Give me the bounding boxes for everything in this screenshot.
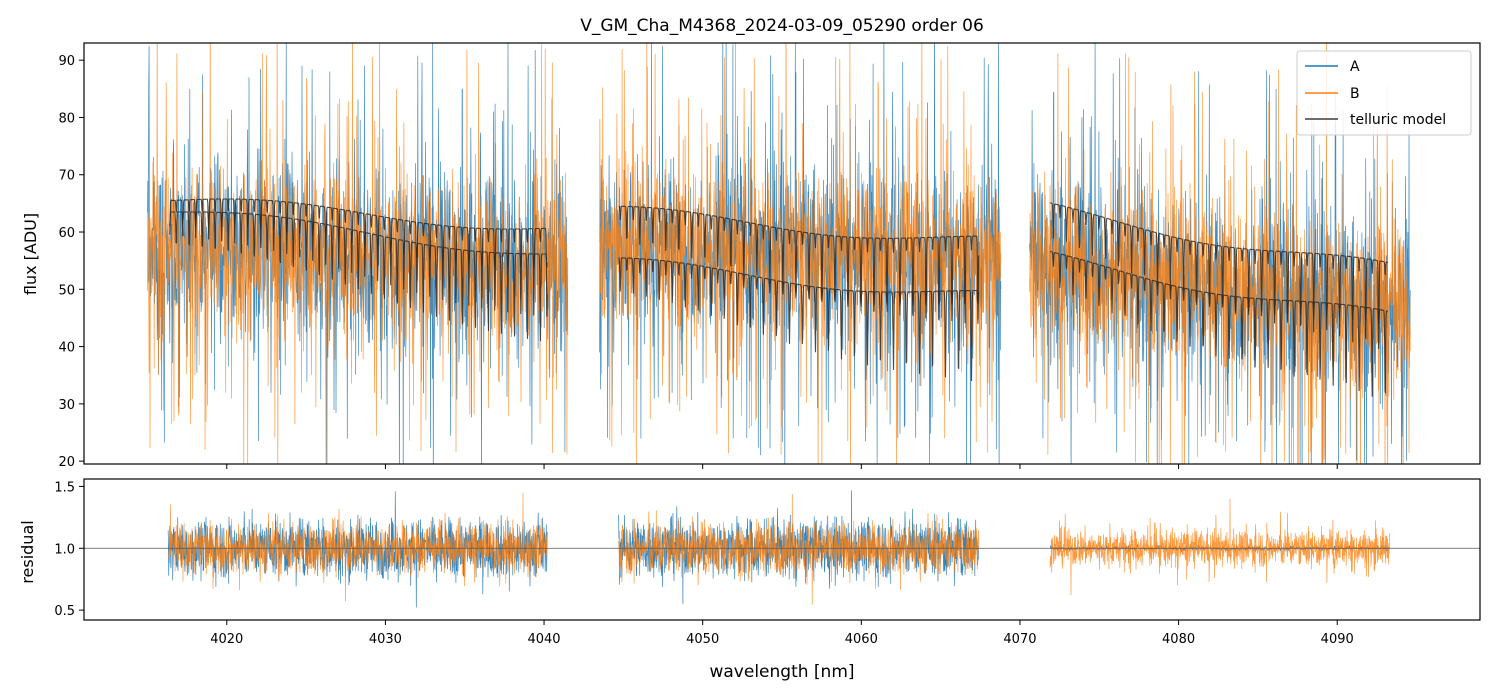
top-ytick-label: 80: [58, 111, 75, 126]
telluric-model-lower-segment-3: [1049, 250, 1388, 397]
chart-title: V_GM_Cha_M4368_2024-03-09_05290 order 06: [580, 16, 984, 36]
top-panel-axes: 20 30 40 50 60 70 80 90: [58, 54, 1338, 470]
top-ytick-label: 60: [58, 226, 75, 241]
top-ylabel: flux [ADU]: [21, 213, 40, 295]
top-ytick-label: 90: [58, 54, 75, 69]
top-ytick-label: 50: [58, 283, 75, 298]
top-panel-frame: [83, 42, 1481, 465]
telluric-model-upper-segment-2: [618, 205, 980, 324]
telluric-model-lower-segment-2: [618, 257, 980, 382]
top-panel-data: [147, 43, 1411, 464]
bottom-panel-frame: [83, 478, 1481, 621]
top-ytick-label: 40: [58, 341, 75, 356]
legend-box: [1296, 50, 1472, 136]
legend-label-telluric: telluric model: [1350, 112, 1446, 128]
bottom-ytick-label: 1.5: [54, 480, 75, 495]
bottom-panel-axes: 0.5 1.0 1.5 4020 4030 4040 4050 4060 4070 4080 409…: [54, 480, 1353, 647]
legend-label-a: A: [1350, 59, 1360, 75]
bottom-ylabel: residual: [18, 520, 37, 583]
bottom-xtick-label: 4070: [1003, 632, 1036, 647]
bottom-xtick-label: 4080: [1162, 632, 1195, 647]
telluric-model-upper-segment-3: [1050, 202, 1389, 350]
top-ytick-label: 70: [58, 169, 75, 184]
top-ytick-label: 30: [58, 398, 75, 413]
top-ytick-label: 20: [58, 455, 75, 470]
telluric-model-lower-segment-1: [169, 211, 548, 342]
residual-b-segment-1: [167, 492, 548, 602]
bottom-xtick-label: 4030: [369, 632, 402, 647]
residual-b-segment-2: [618, 493, 980, 605]
bottom-ytick-label: 1.0: [54, 542, 75, 557]
bottom-xtick-label: 4050: [686, 632, 719, 647]
bottom-xtick-label: 4040: [527, 632, 560, 647]
legend-label-b: B: [1350, 86, 1360, 102]
x-axis-label: wavelength [nm]: [709, 662, 854, 682]
bottom-xtick-label: 4060: [845, 632, 878, 647]
residual-b-segment-3: [1049, 498, 1390, 596]
bottom-ytick-label: 0.5: [54, 604, 75, 619]
bottom-xtick-label: 4090: [1321, 632, 1354, 647]
bottom-panel-data: [84, 490, 1480, 608]
bottom-xtick-label: 4020: [210, 632, 243, 647]
legend: A B telluric model: [1296, 50, 1472, 136]
telluric-model-upper-segment-1: [169, 198, 548, 317]
